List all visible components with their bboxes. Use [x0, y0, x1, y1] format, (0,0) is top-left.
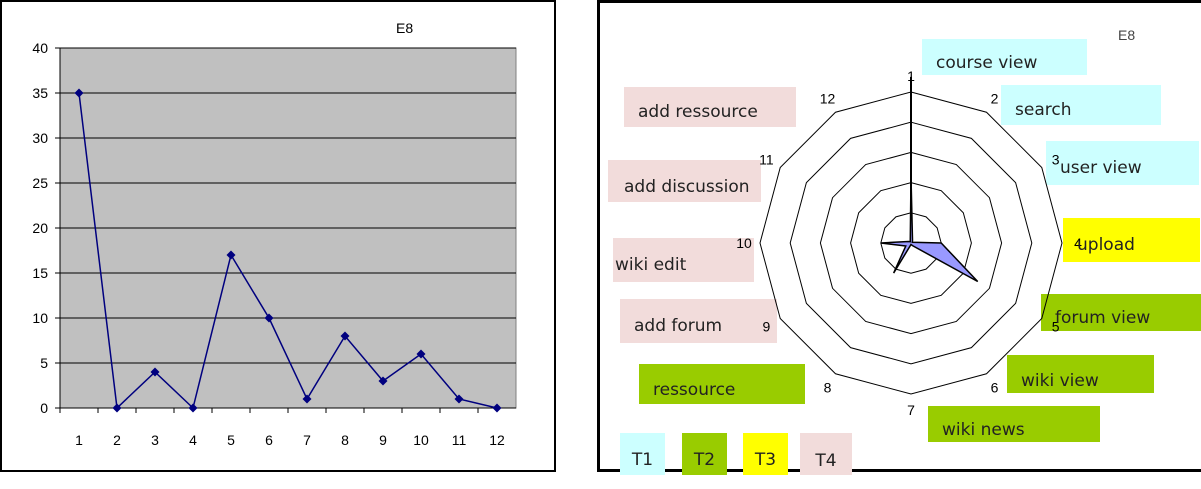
radar-ring [850, 182, 972, 304]
x-tick-label: 3 [151, 432, 159, 448]
data-point [454, 394, 464, 404]
legend-swatch [800, 433, 852, 475]
activity-box [608, 160, 761, 202]
legend-t3: T3 [754, 450, 777, 470]
y-tick-label: 25 [32, 175, 48, 191]
activity-box [1041, 294, 1201, 331]
activity-box [1007, 355, 1154, 393]
x-tick-label: 9 [379, 432, 387, 448]
activity-box [613, 238, 754, 282]
activity-label-ressource: ressource [653, 380, 736, 400]
data-point [74, 88, 84, 98]
data-point [492, 403, 502, 413]
legend-t4: T4 [815, 451, 837, 471]
axis-label: 3 [1052, 152, 1060, 168]
activity-label-wiki-edit: wiki edit [615, 255, 687, 275]
activity-label-add-ressource: add ressource [638, 102, 758, 122]
axis-label: 5 [1052, 319, 1060, 335]
axis-label: 12 [820, 90, 836, 106]
y-tick-label: 10 [32, 310, 48, 326]
axis-label: 1 [907, 68, 915, 84]
activity-box [620, 299, 777, 343]
y-tick-label: 30 [32, 130, 48, 146]
activity-box [1001, 85, 1161, 125]
data-point [264, 313, 274, 323]
activity-label-search: search [1015, 100, 1072, 120]
activity-label-forum-view: forum view [1055, 308, 1151, 328]
x-tick-label: 11 [452, 432, 467, 448]
y-tick-label: 15 [32, 265, 48, 281]
x-tick-label: 7 [303, 432, 311, 448]
axis-label: 2 [991, 90, 999, 106]
x-tick-label: 2 [113, 432, 121, 448]
axis-label: 9 [762, 319, 770, 335]
x-tick-label: 8 [341, 432, 349, 448]
legend-t1: T1 [631, 450, 654, 470]
data-point [302, 394, 312, 404]
y-tick-label: 35 [32, 85, 48, 101]
activity-box [1063, 218, 1200, 262]
data-point [416, 349, 426, 359]
activity-box [928, 406, 1100, 442]
series-line [78, 92, 498, 410]
y-tick-label: 5 [40, 355, 48, 371]
data-point [112, 403, 122, 413]
y-tick-label: 40 [32, 40, 48, 56]
activity-label-add-discussion: add discussion [624, 177, 750, 197]
legend-t2: T2 [693, 450, 716, 470]
activity-label-add-forum: add forum [634, 316, 723, 336]
activity-box [639, 364, 805, 404]
radar-series [880, 176, 979, 283]
axis-label: 10 [736, 235, 752, 251]
axis-label: 7 [907, 402, 915, 418]
activity-label-wiki-news: wiki news [942, 420, 1025, 440]
activity-box [922, 39, 1087, 75]
legend-swatch [743, 433, 788, 475]
y-tick-label: 0 [40, 400, 48, 416]
radar-ring [759, 91, 1063, 395]
data-point [150, 367, 160, 377]
data-point [188, 403, 198, 413]
activity-label-user-view: user view [1060, 158, 1142, 178]
axis-label: 6 [991, 380, 999, 396]
activity-label-course-view: course view [936, 53, 1038, 73]
data-point [378, 376, 388, 386]
data-point [226, 250, 236, 260]
activity-box [1046, 141, 1199, 185]
line-chart-title: E8 [396, 20, 414, 36]
activity-box [624, 87, 796, 127]
x-tick-label: 12 [489, 432, 505, 448]
y-tick-label: 20 [32, 220, 48, 236]
axis-label: 8 [824, 380, 832, 396]
radar-ring [819, 151, 1003, 335]
line-chart-panel: 0 5 10 15 20 25 30 35 40 1 2 3 4 5 6 7 8 9 10 11 12 E8 [0, 0, 556, 472]
x-tick-label: 4 [189, 432, 197, 448]
legend-swatch [620, 433, 665, 475]
radar-ring [880, 212, 942, 274]
activity-label-wiki-view: wiki view [1021, 371, 1099, 391]
x-tick-label: 1 [75, 432, 83, 448]
radar-chart-title: E8 [1118, 27, 1136, 43]
axis-label: 11 [759, 152, 774, 168]
data-point [340, 331, 350, 341]
x-tick-label: 6 [265, 432, 273, 448]
radar-ring [789, 121, 1033, 365]
activity-label-upload: upload [1077, 235, 1135, 255]
x-tick-label: 10 [413, 432, 429, 448]
legend-swatch [682, 433, 727, 475]
radar-chart-panel: 1 2 3 4 5 6 7 8 9 10 11 12 E8 course view search us… [597, 0, 1201, 475]
axis-label: 4 [1074, 235, 1082, 251]
x-tick-label: 5 [227, 432, 235, 448]
